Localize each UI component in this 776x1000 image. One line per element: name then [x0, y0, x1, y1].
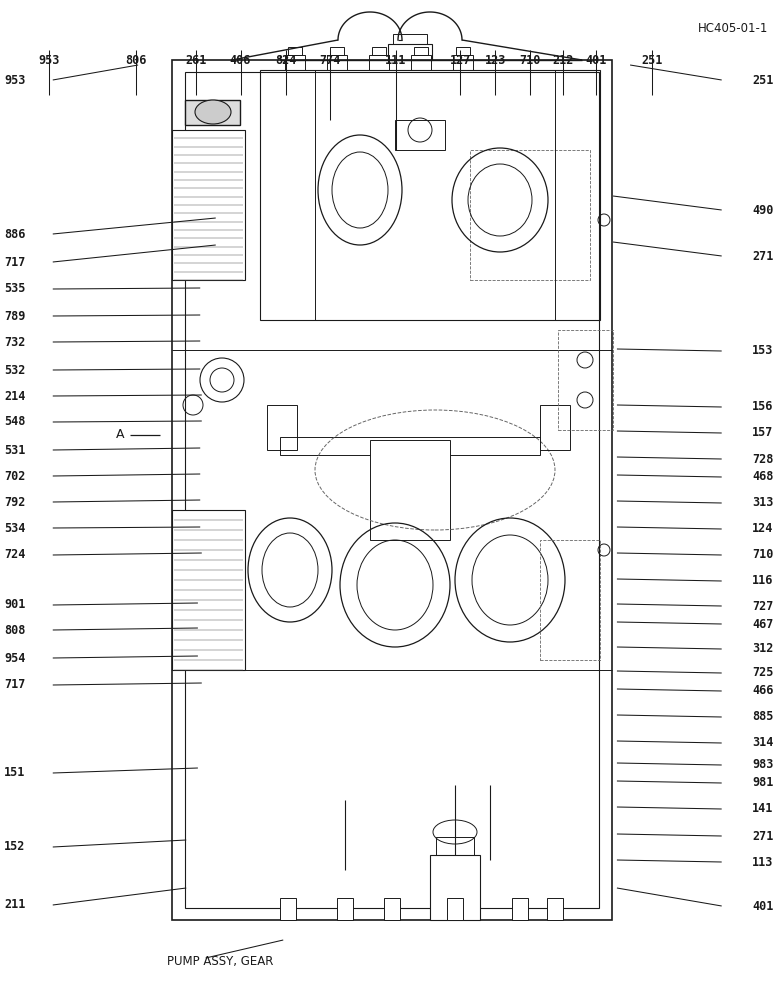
Text: 214: 214 — [4, 389, 26, 402]
Text: 468: 468 — [752, 471, 774, 484]
Text: 312: 312 — [752, 643, 774, 656]
Text: 808: 808 — [4, 624, 26, 637]
Text: 127: 127 — [449, 53, 471, 66]
Text: 261: 261 — [185, 53, 207, 66]
Bar — [327, 55, 347, 70]
Bar — [185, 100, 240, 125]
Bar — [267, 405, 297, 450]
Text: 152: 152 — [4, 840, 26, 853]
Bar — [288, 47, 302, 55]
Text: 953: 953 — [4, 74, 26, 87]
Bar — [172, 130, 245, 280]
Text: 885: 885 — [752, 710, 774, 723]
Text: 532: 532 — [4, 363, 26, 376]
Text: 792: 792 — [4, 495, 26, 508]
Bar — [370, 440, 450, 540]
Ellipse shape — [210, 368, 234, 392]
Text: 954: 954 — [4, 652, 26, 665]
Bar — [540, 405, 570, 450]
Text: 901: 901 — [4, 598, 26, 611]
Bar — [430, 855, 480, 920]
Text: 123: 123 — [484, 53, 506, 66]
Text: 717: 717 — [4, 679, 26, 692]
Text: 953: 953 — [38, 53, 60, 66]
Text: 886: 886 — [4, 228, 26, 240]
Text: 824: 824 — [275, 53, 296, 66]
Bar — [260, 70, 600, 320]
Text: 717: 717 — [4, 255, 26, 268]
Text: 212: 212 — [552, 53, 573, 66]
Text: 251: 251 — [752, 74, 774, 87]
Text: 732: 732 — [4, 336, 26, 349]
Text: HC405-01-1: HC405-01-1 — [698, 21, 768, 34]
Bar — [512, 898, 528, 920]
Text: 124: 124 — [752, 522, 774, 536]
Text: 548: 548 — [4, 415, 26, 428]
Text: 157: 157 — [752, 426, 774, 440]
Text: 467: 467 — [752, 617, 774, 631]
Bar — [447, 898, 463, 920]
Text: 789: 789 — [4, 310, 26, 323]
Ellipse shape — [195, 100, 231, 124]
Bar — [547, 898, 563, 920]
Text: 314: 314 — [752, 736, 774, 750]
Bar — [372, 47, 386, 55]
Text: 728: 728 — [752, 453, 774, 466]
Bar — [388, 44, 432, 60]
Bar — [540, 540, 600, 660]
Bar — [172, 60, 612, 920]
Bar — [330, 47, 344, 55]
Text: 113: 113 — [752, 856, 774, 868]
Text: PUMP ASSY, GEAR: PUMP ASSY, GEAR — [167, 954, 273, 967]
Bar — [558, 330, 613, 430]
Text: 401: 401 — [752, 900, 774, 913]
Bar — [395, 120, 445, 150]
Bar — [470, 150, 590, 280]
Text: 727: 727 — [752, 599, 774, 612]
Bar — [337, 898, 353, 920]
Text: 406: 406 — [230, 53, 251, 66]
Bar — [280, 437, 540, 455]
Text: A: A — [116, 428, 124, 442]
Text: 111: 111 — [385, 53, 407, 66]
Bar — [285, 55, 305, 70]
Text: 466: 466 — [752, 684, 774, 698]
Text: 401: 401 — [585, 53, 607, 66]
Text: 153: 153 — [752, 344, 774, 358]
Text: 702: 702 — [4, 470, 26, 483]
Text: 271: 271 — [752, 829, 774, 842]
Text: 211: 211 — [4, 899, 26, 912]
Bar — [414, 47, 428, 55]
Text: 313: 313 — [752, 496, 774, 510]
Text: 806: 806 — [125, 53, 147, 66]
Text: 774: 774 — [319, 53, 341, 66]
Bar — [411, 55, 431, 70]
Text: 531: 531 — [4, 444, 26, 456]
Ellipse shape — [200, 358, 244, 402]
Text: 490: 490 — [752, 204, 774, 217]
Text: 710: 710 — [752, 548, 774, 562]
Bar — [369, 55, 389, 70]
Bar — [280, 898, 296, 920]
Text: 271: 271 — [752, 249, 774, 262]
Bar — [453, 55, 473, 70]
Text: 116: 116 — [752, 574, 774, 587]
Bar — [172, 510, 245, 670]
Text: 981: 981 — [752, 776, 774, 790]
Bar — [436, 837, 474, 855]
Text: 141: 141 — [752, 802, 774, 816]
Bar — [384, 898, 400, 920]
Text: 710: 710 — [519, 53, 541, 66]
Bar — [456, 47, 470, 55]
Bar — [393, 34, 427, 44]
Text: 151: 151 — [4, 766, 26, 780]
Text: 251: 251 — [641, 53, 663, 66]
Text: 983: 983 — [752, 758, 774, 772]
Text: 725: 725 — [752, 667, 774, 680]
Bar — [185, 72, 599, 908]
Text: 724: 724 — [4, 548, 26, 562]
Text: 535: 535 — [4, 282, 26, 295]
Text: 534: 534 — [4, 522, 26, 534]
Text: 156: 156 — [752, 400, 774, 414]
